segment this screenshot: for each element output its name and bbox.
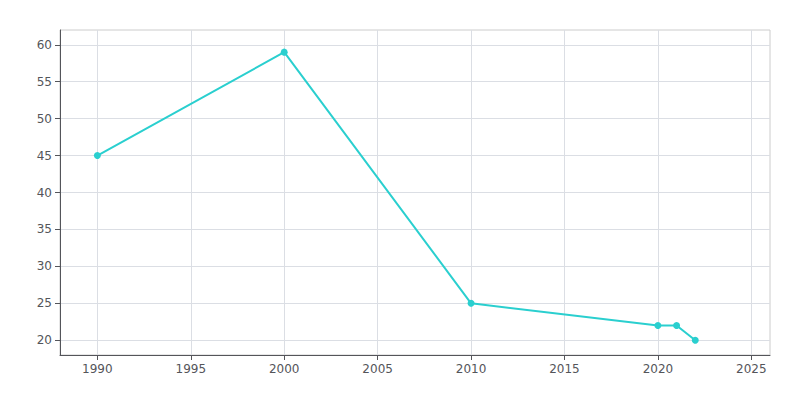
svg-text:55: 55 — [37, 75, 52, 89]
svg-text:40: 40 — [37, 186, 52, 200]
svg-text:35: 35 — [37, 222, 52, 236]
svg-text:1990: 1990 — [82, 362, 113, 376]
svg-text:20: 20 — [37, 333, 52, 347]
svg-text:1995: 1995 — [176, 362, 207, 376]
svg-text:50: 50 — [37, 112, 52, 126]
svg-text:60: 60 — [37, 38, 52, 52]
svg-text:2010: 2010 — [456, 362, 487, 376]
svg-text:2020: 2020 — [643, 362, 674, 376]
svg-text:2000: 2000 — [269, 362, 300, 376]
svg-text:2005: 2005 — [362, 362, 393, 376]
svg-text:30: 30 — [37, 259, 52, 273]
svg-text:25: 25 — [37, 296, 52, 310]
svg-text:2015: 2015 — [549, 362, 580, 376]
svg-text:2025: 2025 — [736, 362, 767, 376]
svg-text:45: 45 — [37, 149, 52, 163]
